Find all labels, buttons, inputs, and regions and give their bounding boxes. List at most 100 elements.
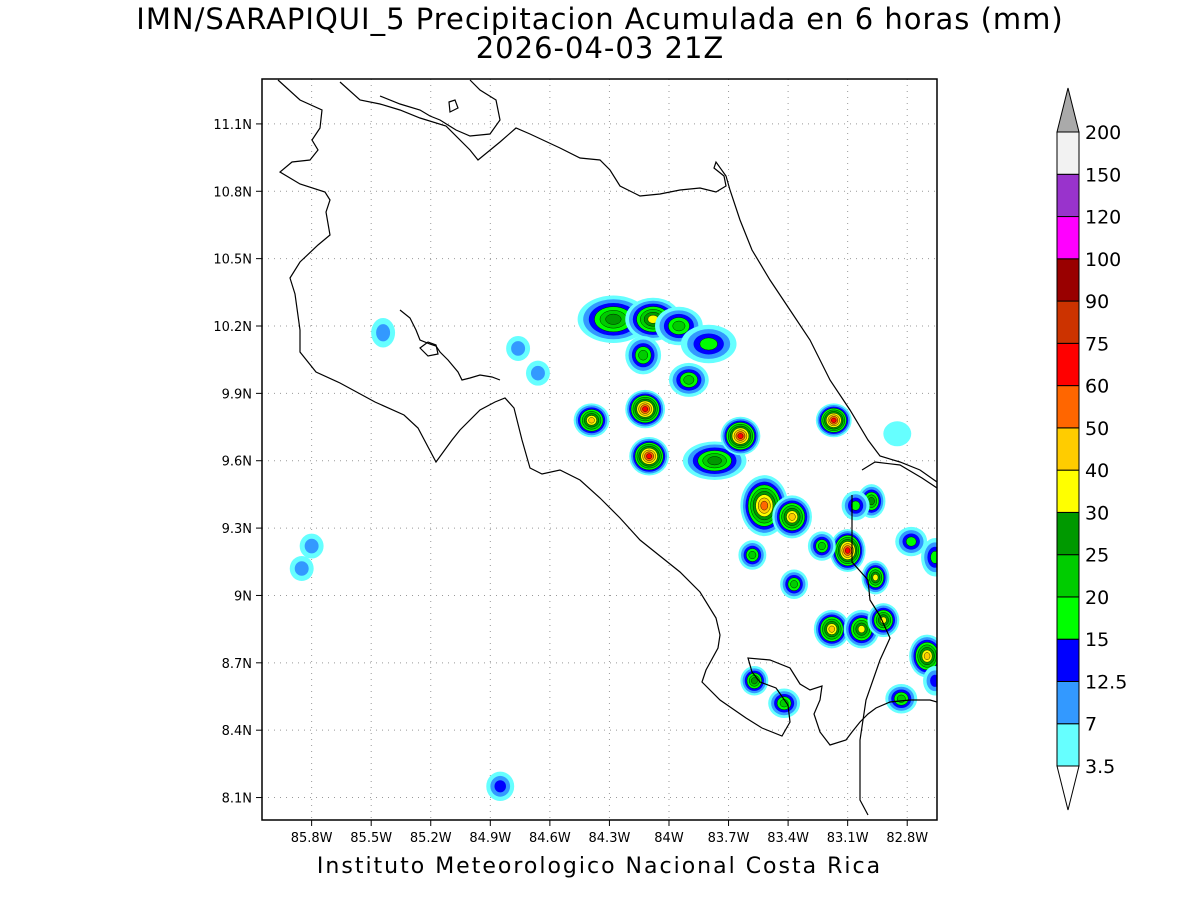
precip-contour (699, 337, 718, 351)
colorbar-swatch (1056, 342, 1080, 387)
x-tick-label: 84.3W (589, 831, 631, 846)
colorbar-label: 30 (1085, 502, 1109, 524)
colorbar-over-arrow (1056, 87, 1080, 133)
y-tick-label: 8.7N (222, 657, 252, 672)
precip-cell (909, 634, 937, 678)
precip-cell (921, 538, 937, 577)
latitude-axis: 11.1N 10.8N 10.5N 10.2N 9.9N 9.6N 9.3N 9N 8.7N 8.… (213, 118, 262, 807)
caribbean-coast (339, 81, 937, 483)
colorbar-label: 25 (1085, 545, 1109, 567)
colorbar-label: 40 (1085, 460, 1109, 482)
colorbar-swatch (1056, 596, 1080, 640)
colorbar-label: 120 (1085, 207, 1121, 229)
colorbar-label: 75 (1085, 333, 1109, 355)
chira-island (419, 341, 439, 357)
colorbar-label: 200 (1085, 122, 1121, 144)
precip-cell (768, 688, 801, 718)
map-grid (262, 79, 937, 820)
colorbar-swatch (1056, 300, 1080, 344)
precip-cell (815, 403, 852, 438)
precip-contour (923, 652, 931, 660)
precip-contour (737, 433, 744, 439)
precip-cell (895, 526, 928, 557)
precip-contour (748, 551, 757, 560)
precip-cell (813, 609, 850, 649)
precip-contour (872, 574, 879, 581)
x-tick-label: 83.4W (767, 831, 809, 846)
y-tick-label: 10.5N (213, 253, 252, 268)
precip-cell (885, 684, 918, 714)
colorbar-swatch (1056, 427, 1080, 471)
x-tick-label: 84.6W (529, 831, 571, 846)
y-tick-label: 9N (234, 589, 252, 604)
island (448, 99, 459, 113)
colorbar-label: 100 (1085, 249, 1121, 271)
nicoya-gulf (399, 309, 501, 381)
precip-cell (486, 771, 515, 802)
precip-cell (772, 495, 812, 539)
y-tick-label: 10.8N (213, 185, 252, 200)
y-tick-label: 9.6N (222, 455, 252, 470)
precip-cell (629, 437, 670, 476)
plot-frame (261, 78, 938, 821)
precip-contour (831, 417, 837, 423)
precip-contour (511, 341, 526, 356)
precip-cell (807, 531, 836, 561)
colorbar-label: 20 (1085, 587, 1109, 609)
precip-cell (780, 569, 809, 599)
colorbar-label: 15 (1085, 629, 1109, 651)
longitude-axis: 85.8W 85.5W 85.2W 84.9W 84.6W 84.3W 84W 83.7W 83… (291, 820, 928, 846)
y-tick-label: 8.4N (222, 724, 252, 739)
precip-contour (751, 677, 758, 685)
colorbar-label: 12.5 (1085, 671, 1127, 693)
precip-cell (625, 335, 662, 375)
colorbar-swatch (1056, 511, 1080, 556)
precip-contour (683, 375, 695, 385)
precip-contour (638, 350, 649, 361)
colorbar-label: 3.5 (1085, 756, 1115, 778)
precip-cell (668, 362, 709, 397)
precip-cell (720, 416, 761, 456)
precip-cell (883, 421, 912, 447)
y-tick-label: 11.1N (213, 118, 252, 133)
precip-cell (841, 490, 870, 521)
coastline (277, 79, 937, 816)
colorbar-label: 150 (1085, 164, 1121, 186)
precip-cell (867, 603, 900, 638)
precip-cell (289, 556, 314, 581)
colorbar-label: 90 (1085, 291, 1109, 313)
colorbar-under-arrow (1056, 765, 1080, 811)
precip-contour (930, 674, 937, 687)
colorbar-label: 7 (1085, 714, 1097, 736)
precip-contour (930, 550, 937, 564)
x-tick-label: 83.1W (827, 831, 869, 846)
precip-cell (738, 540, 767, 570)
footer-credit: Instituto Meteorologico Nacional Costa R… (316, 854, 883, 879)
panama-coast (861, 461, 937, 489)
colorbar-label: 50 (1085, 418, 1109, 440)
panama-border (851, 495, 891, 816)
precip-cell (506, 335, 531, 361)
colorbar-swatch (1056, 638, 1080, 682)
x-tick-label: 85.5W (350, 831, 392, 846)
precip-contour (857, 625, 866, 633)
precip-contour (818, 542, 826, 551)
x-tick-label: 84.9W (469, 831, 511, 846)
precip-contour (883, 421, 912, 447)
lake-nicaragua-shore (379, 79, 501, 137)
precip-field (289, 295, 937, 802)
precip-contour (905, 536, 917, 547)
precip-cell (299, 533, 324, 559)
colorbar-swatch (1056, 680, 1080, 725)
nicaragua-coast (277, 79, 937, 746)
precip-contour (376, 324, 391, 342)
precip-cell (923, 666, 937, 696)
precip-contour (672, 320, 686, 332)
colorbar-label: 60 (1085, 376, 1109, 398)
colorbar-swatch (1056, 469, 1080, 513)
colorbar-swatch (1056, 385, 1080, 429)
precip-contour (605, 313, 622, 325)
precip-cell (740, 666, 769, 696)
precip-contour (642, 406, 649, 412)
